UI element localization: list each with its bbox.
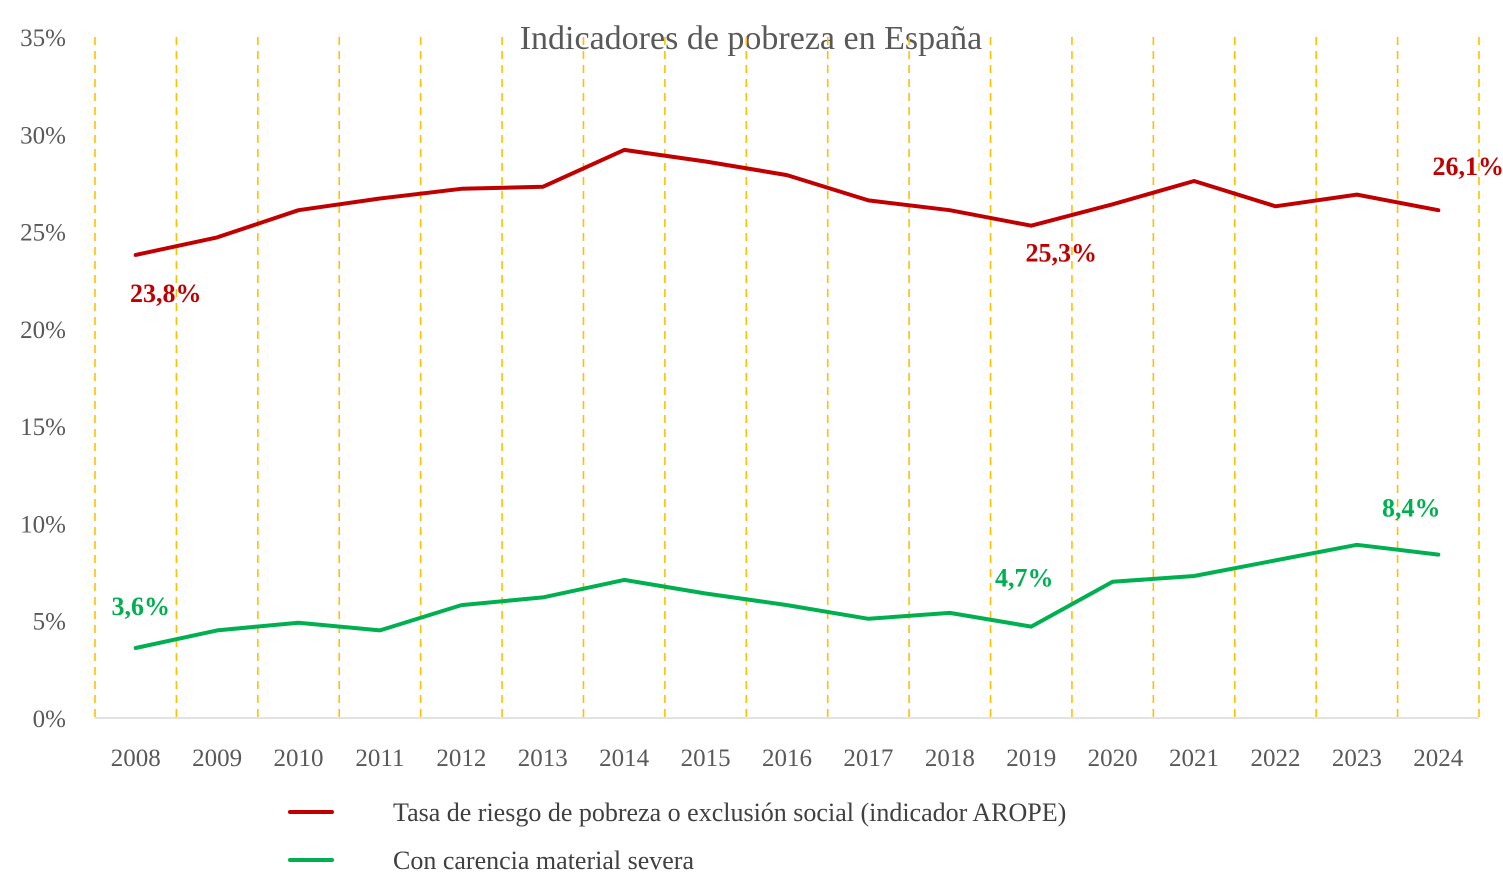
legend-label: Con carencia material severa — [393, 846, 694, 875]
y-tick-label: 10% — [20, 511, 66, 538]
series-line-2 — [133, 542, 1441, 650]
data-label: 3,6% — [111, 592, 170, 621]
y-tick-label: 30% — [20, 122, 66, 149]
legend-label: Tasa de riesgo de pobreza o exclusión so… — [393, 798, 1066, 827]
x-tick-label: 2010 — [274, 745, 324, 772]
x-tick-label: 2020 — [1088, 745, 1138, 772]
y-tick-label: 25% — [20, 220, 66, 247]
x-tick-label: 2016 — [762, 745, 812, 772]
x-tick-label: 2015 — [681, 745, 731, 772]
x-tick-label: 2022 — [1250, 745, 1300, 772]
data-labels: 23,8% 25,3% 26,1% 3,6% 4,7% 8,4% — [111, 152, 1503, 621]
series — [133, 147, 1441, 650]
x-tick-label: 2019 — [1006, 745, 1056, 772]
x-tick-label: 2009 — [192, 745, 242, 772]
gridlines — [94, 37, 1480, 718]
x-tick-label: 2012 — [436, 745, 486, 772]
y-tick-label: 5% — [33, 609, 66, 636]
y-tick-label: 0% — [33, 706, 66, 733]
x-tick-label: 2017 — [843, 745, 893, 772]
data-label: 23,8% — [130, 279, 202, 308]
x-tick-label: 2021 — [1169, 745, 1219, 772]
data-label: 8,4% — [1382, 494, 1441, 523]
x-tick-label: 2023 — [1332, 745, 1382, 772]
x-tick-label: 2013 — [518, 745, 568, 772]
y-tick-label: 20% — [20, 317, 66, 344]
x-tick-label: 2024 — [1413, 745, 1464, 772]
data-label: 25,3% — [1025, 239, 1097, 268]
axes: 0% 5% 10% 15% 20% 25% 30% 35% 2008 2009 2010 2011 20… — [20, 25, 1479, 772]
y-tick-label: 35% — [20, 25, 66, 52]
x-tick-label: 2018 — [925, 745, 975, 772]
x-tick-label: 2014 — [599, 745, 650, 772]
x-tick-label: 2011 — [355, 745, 404, 772]
x-tick-label: 2008 — [111, 745, 161, 772]
chart-title: Indicadores de pobreza en España — [520, 20, 983, 57]
y-tick-label: 15% — [20, 414, 66, 441]
legend: Tasa de riesgo de pobreza o exclusión so… — [288, 798, 1066, 875]
data-label: 26,1% — [1433, 152, 1503, 181]
data-label: 4,7% — [995, 564, 1054, 593]
series-line-1 — [133, 147, 1441, 257]
